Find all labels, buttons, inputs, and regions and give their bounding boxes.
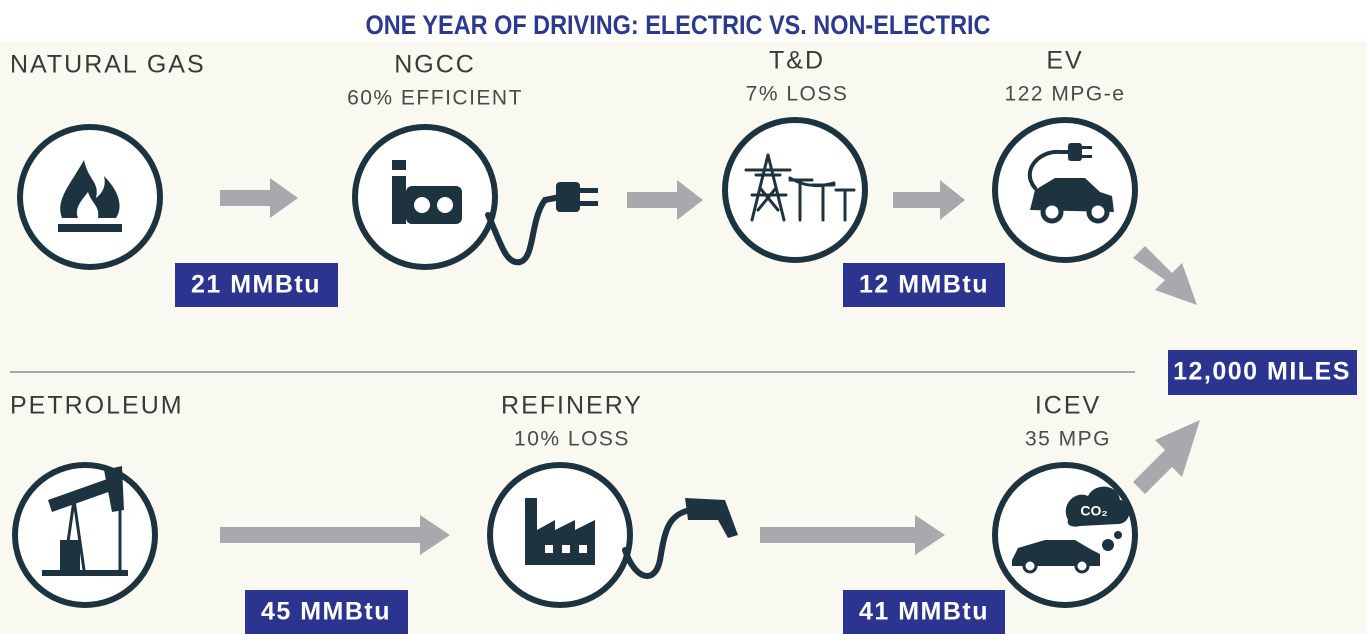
icev-icon: CO₂ [992,462,1138,608]
arrow [893,180,965,220]
gas-icon [17,124,163,270]
stage-note: 7% LOSS [746,83,849,106]
energy-box [175,263,338,307]
icon-text: CO₂ [1080,503,1107,519]
arrow [1133,420,1200,494]
arrow [220,515,450,555]
refinery-icon [487,462,738,608]
oil-icon [12,462,158,608]
result-box [1168,350,1357,395]
arrow [627,180,703,220]
stage-label: REFINERY [501,392,643,420]
background [0,42,1367,634]
ev-icon [992,117,1138,263]
energy-value: 41 MMBtu [859,598,989,626]
stage-label: ICEV [1035,392,1101,420]
result: 12,000 MILES [1173,358,1351,386]
stage-note: 10% LOSS [514,428,630,451]
ngcc-icon [352,124,598,270]
energy-value: 12 MMBtu [859,271,989,299]
stage-label: NGCC [394,51,476,79]
energy-value: 21 MMBtu [191,271,321,299]
stage-note: 35 MPG [1025,428,1111,451]
energy-box [843,263,1005,307]
energy-box [843,590,1005,634]
energy-value: 45 MMBtu [261,598,391,626]
stage-note: 122 MPG-e [1005,83,1126,106]
source-label: NATURAL GAS [10,51,206,79]
source-label: PETROLEUM [10,392,184,420]
td-icon [722,117,868,263]
arrow [220,178,298,218]
stage-label: EV [1046,47,1083,75]
energy-box [245,590,408,634]
title: ONE YEAR OF DRIVING: ELECTRIC VS. NON-EL… [366,10,991,40]
arrow [760,515,945,555]
arrow [1133,246,1197,305]
stage-note: 60% EFFICIENT [347,87,523,110]
stage-label: T&D [769,47,825,75]
